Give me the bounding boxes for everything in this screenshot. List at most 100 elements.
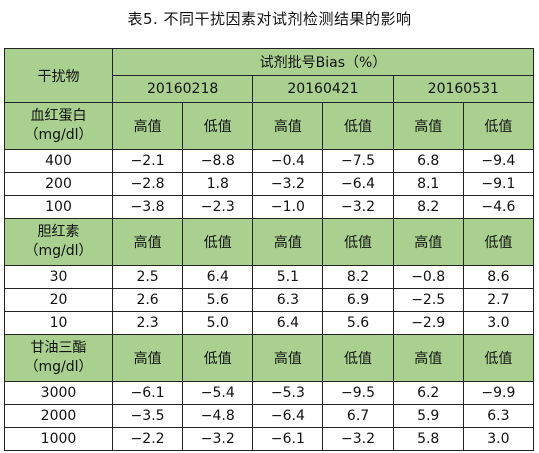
lot-header: 20160421 [252, 75, 394, 103]
bias-value-cell: −3.5 [111, 404, 184, 428]
bias-value-cell: −2.8 [111, 172, 184, 196]
high-value-header: 高值 [111, 334, 184, 382]
bias-value-cell: −6.4 [252, 404, 324, 428]
bias-value-cell: −2.3 [182, 195, 254, 219]
interference-table: 干扰物 试剂批号Bias（%） 20160218 20160421 201605… [4, 48, 535, 451]
bias-value-cell: −2.2 [111, 427, 184, 451]
bias-value-cell: −5.3 [252, 381, 324, 405]
table-title: 表5. 不同干扰因素对试剂检测结果的影响 [127, 10, 412, 28]
table-row: 400 −2.1 −8.8 −0.4 −7.5 6.8 −9.4 [4, 149, 535, 173]
low-value-header: 低值 [182, 218, 254, 266]
concentration-cell: 30 [4, 265, 113, 289]
bias-value-cell: −9.5 [322, 381, 394, 405]
table-row: 30 2.5 6.4 5.1 8.2 −0.8 8.6 [4, 265, 535, 289]
factor-name-cell: 血红蛋白 （mg/dl） [4, 102, 113, 150]
factor-name-cell: 甘油三酯 （mg/dl） [4, 334, 113, 382]
bias-value-cell: −2.9 [392, 311, 464, 335]
bias-value-cell: 5.6 [182, 288, 254, 312]
low-value-header: 低值 [462, 334, 535, 382]
bias-value-cell: 5.1 [252, 265, 324, 289]
bias-value-cell: 5.9 [392, 404, 464, 428]
high-value-header: 高值 [252, 334, 324, 382]
high-value-header: 高值 [111, 102, 184, 150]
group-header-row: 甘油三酯 （mg/dl） 高值 低值 高值 低值 高值 低值 [4, 334, 535, 382]
concentration-cell: 3000 [4, 381, 113, 405]
bias-value-cell: −2.1 [111, 149, 184, 173]
bias-value-cell: −5.4 [182, 381, 254, 405]
high-value-header: 高值 [252, 218, 324, 266]
table-row: 1000 −2.2 −3.2 −6.1 −3.2 5.8 3.0 [4, 427, 535, 451]
factor-unit: （mg/dl） [24, 243, 93, 259]
bias-value-cell: −3.2 [252, 172, 324, 196]
high-value-header: 高值 [392, 102, 464, 150]
low-value-header: 低值 [462, 102, 535, 150]
bias-value-cell: 2.7 [462, 288, 535, 312]
high-value-header: 高值 [392, 334, 464, 382]
bias-value-cell: 5.8 [392, 427, 464, 451]
bias-value-cell: 2.6 [111, 288, 184, 312]
group-header-row: 血红蛋白 （mg/dl） 高值 低值 高值 低值 高值 低值 [4, 102, 535, 150]
bias-value-cell: −3.8 [111, 195, 184, 219]
bias-value-cell: −4.6 [462, 195, 535, 219]
lot-header: 20160531 [392, 75, 535, 103]
bias-value-cell: 1.8 [182, 172, 254, 196]
table-row: 200 −2.8 1.8 −3.2 −6.4 8.1 −9.1 [4, 172, 535, 196]
low-value-header: 低值 [182, 102, 254, 150]
bias-value-cell: 6.3 [462, 404, 535, 428]
bias-value-cell: −0.8 [392, 265, 464, 289]
bias-value-cell: −0.4 [252, 149, 324, 173]
low-value-header: 低值 [322, 334, 394, 382]
bias-value-cell: −3.2 [322, 427, 394, 451]
table-row: 2000 −3.5 −4.8 −6.4 6.7 5.9 6.3 [4, 404, 535, 428]
bias-header: 试剂批号Bias（%） [112, 48, 534, 76]
bias-value-cell: 5.6 [322, 311, 394, 335]
bias-value-cell: 3.0 [462, 311, 535, 335]
table-row: 10 2.3 5.0 6.4 5.6 −2.9 3.0 [4, 311, 535, 335]
concentration-cell: 100 [4, 195, 113, 219]
bias-value-cell: 8.1 [392, 172, 464, 196]
factor-name: 血红蛋白 [30, 108, 87, 124]
bias-value-cell: −2.5 [392, 288, 464, 312]
low-value-header: 低值 [462, 218, 535, 266]
bias-value-cell: −4.8 [182, 404, 254, 428]
bias-value-cell: −6.1 [111, 381, 184, 405]
bias-value-cell: −3.2 [182, 427, 254, 451]
concentration-cell: 400 [4, 149, 113, 173]
table-row: 3000 −6.1 −5.4 −5.3 −9.5 6.2 −9.9 [4, 381, 535, 405]
factor-name: 胆红素 [37, 224, 80, 240]
bias-value-cell: 6.8 [392, 149, 464, 173]
bias-value-cell: 6.9 [322, 288, 394, 312]
high-value-header: 高值 [392, 218, 464, 266]
bias-value-cell: 2.3 [111, 311, 184, 335]
table-row: 20 2.6 5.6 6.3 6.9 −2.5 2.7 [4, 288, 535, 312]
bias-value-cell: −9.4 [462, 149, 535, 173]
factor-name-cell: 胆红素 （mg/dl） [4, 218, 113, 266]
concentration-cell: 1000 [4, 427, 113, 451]
concentration-cell: 20 [4, 288, 113, 312]
bias-value-cell: −7.5 [322, 149, 394, 173]
bias-value-cell: 6.3 [252, 288, 324, 312]
bias-value-cell: 8.6 [462, 265, 535, 289]
bias-value-cell: 6.4 [252, 311, 324, 335]
low-value-header: 低值 [322, 102, 394, 150]
high-value-header: 高值 [252, 102, 324, 150]
high-value-header: 高值 [111, 218, 184, 266]
bias-value-cell: 6.7 [322, 404, 394, 428]
bias-value-cell: −1.0 [252, 195, 324, 219]
bias-value-cell: −8.8 [182, 149, 254, 173]
bias-value-cell: 6.2 [392, 381, 464, 405]
factor-unit: （mg/dl） [24, 359, 93, 375]
group-header-row: 胆红素 （mg/dl） 高值 低值 高值 低值 高值 低值 [4, 218, 535, 266]
table-row: 100 −3.8 −2.3 −1.0 −3.2 8.2 −4.6 [4, 195, 535, 219]
concentration-cell: 10 [4, 311, 113, 335]
factor-header: 干扰物 [4, 48, 113, 103]
low-value-header: 低值 [322, 218, 394, 266]
bias-value-cell: 6.4 [182, 265, 254, 289]
bias-value-cell: 8.2 [392, 195, 464, 219]
factor-unit: （mg/dl） [24, 127, 93, 143]
bias-value-cell: −6.1 [252, 427, 324, 451]
bias-value-cell: 8.2 [322, 265, 394, 289]
lot-header: 20160218 [111, 75, 254, 103]
factor-name: 甘油三酯 [30, 340, 87, 356]
table-body: 血红蛋白 （mg/dl） 高值 低值 高值 低值 高值 低值 400 −2.1 −8.8 −0.4 −7… [4, 102, 535, 451]
